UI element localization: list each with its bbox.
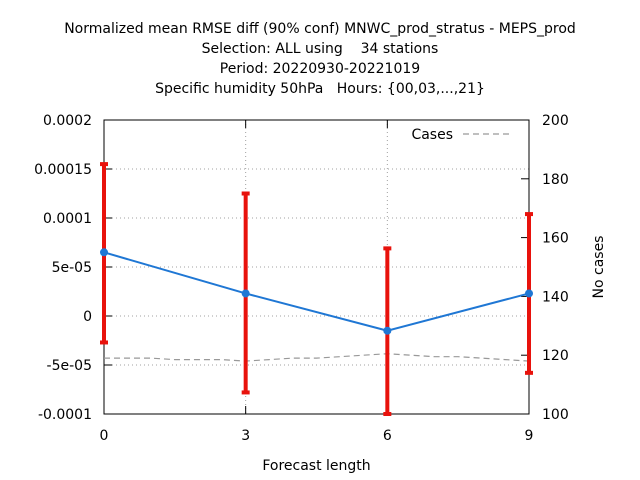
y2-tick-label: 120 <box>542 348 569 364</box>
y2-tick-label: 140 <box>542 289 569 305</box>
x-tick-label: 6 <box>383 428 392 444</box>
y-tick-label: 0.0002 <box>43 113 92 129</box>
legend-label-cases: Cases <box>411 127 453 143</box>
x-tick-label: 9 <box>525 428 534 444</box>
data-point <box>100 248 108 257</box>
x-tick-label: 0 <box>100 428 109 444</box>
chart-subtitle-variable: Specific humidity 50hPa Hours: {00,03,..… <box>155 81 485 97</box>
chart-title: Normalized mean RMSE diff (90% conf) MNW… <box>64 21 576 37</box>
cases-series-line <box>104 353 530 362</box>
y2-axis-title: No cases <box>591 236 607 299</box>
chart-subtitle-selection: Selection: ALL using 34 stations <box>201 41 439 57</box>
chart-subtitle-period: Period: 20220930-20221019 <box>219 61 421 77</box>
y2-tick-label: 100 <box>542 407 569 423</box>
y2-tick-label: 180 <box>542 172 569 188</box>
x-tick-label: 3 <box>241 428 250 444</box>
y-tick-label: 0.00015 <box>34 162 92 178</box>
y-tick-label: 5e-05 <box>52 260 92 276</box>
y-tick-label: -5e-05 <box>47 358 92 374</box>
y-tick-label: 0.0001 <box>43 211 92 227</box>
y-tick-label: 0 <box>83 309 92 325</box>
data-point <box>525 289 533 298</box>
y-tick-label: -0.0001 <box>38 407 92 423</box>
mean-diff-series-line <box>103 251 530 332</box>
x-axis-title: Forecast length <box>262 458 370 474</box>
y2-tick-label: 160 <box>542 231 569 247</box>
data-point <box>241 289 250 298</box>
data-point <box>383 326 392 335</box>
y2-tick-label: 200 <box>542 113 569 129</box>
